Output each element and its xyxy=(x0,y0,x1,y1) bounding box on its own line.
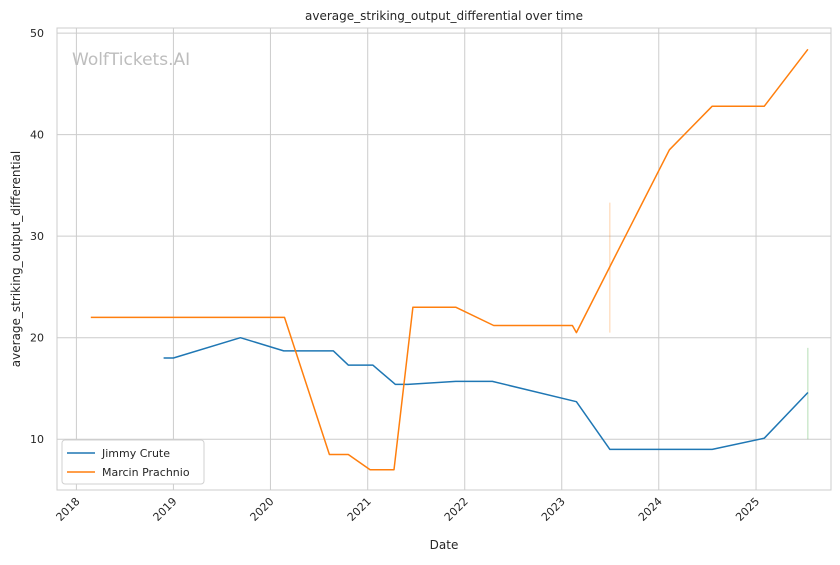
legend: Jimmy Crute Marcin Prachnio xyxy=(61,439,205,485)
y-tick-label: 30 xyxy=(30,230,44,243)
series-line-jimmy-crute xyxy=(163,336,809,451)
y-tick-label: 50 xyxy=(30,27,44,40)
x-axis-label: Date xyxy=(430,538,459,552)
y-tick-label: 10 xyxy=(30,433,44,446)
x-axis-ticks: 2018 2019 2020 2021 2022 2023 2024 2025 xyxy=(54,495,763,524)
grid-lines xyxy=(57,28,831,490)
x-tick-label: 2019 xyxy=(151,495,180,524)
y-tick-label: 40 xyxy=(30,129,44,142)
legend-label-jimmy-crute: Jimmy Crute xyxy=(101,447,170,460)
x-tick-label: 2018 xyxy=(54,495,83,524)
x-tick-label: 2023 xyxy=(539,495,568,524)
x-tick-label: 2021 xyxy=(345,495,374,524)
watermark: WolfTickets.AI xyxy=(72,50,190,70)
y-tick-label: 20 xyxy=(30,332,44,345)
series-lines xyxy=(90,48,809,471)
x-tick-label: 2020 xyxy=(248,495,277,524)
legend-box xyxy=(61,439,205,485)
y-axis-ticks: 10 20 30 40 50 xyxy=(30,27,44,446)
x-tick-label: 2022 xyxy=(442,495,471,524)
legend-label-marcin-prachnio: Marcin Prachnio xyxy=(102,466,190,479)
chart-title: average_striking_output_differential ove… xyxy=(305,9,583,23)
plot-area xyxy=(56,27,832,491)
series-line-marcin-prachnio xyxy=(90,48,809,471)
y-axis-label: average_striking_output_differential xyxy=(9,151,23,367)
x-tick-label: 2025 xyxy=(733,495,762,524)
x-tick-label: 2024 xyxy=(636,495,665,524)
